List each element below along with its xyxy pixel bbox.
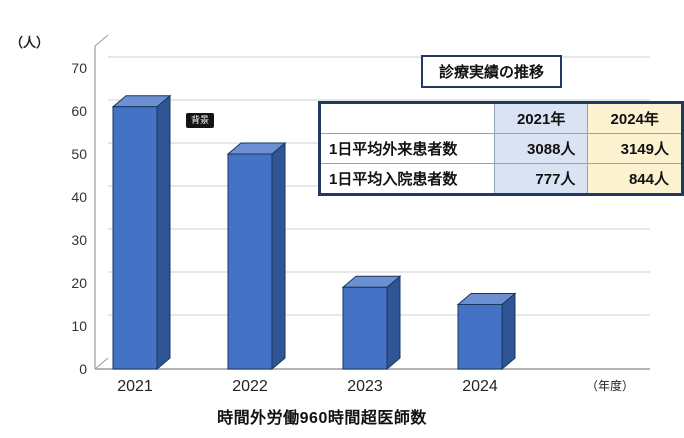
header-empty-cell	[319, 102, 495, 134]
y-tick-label-10: 10	[71, 318, 87, 334]
inpatients-2021: 777人	[493, 163, 589, 195]
bar-2021	[112, 106, 158, 370]
wall-top-edge	[94, 34, 109, 47]
row-label-outpatients: 1日平均外来患者数	[319, 133, 495, 164]
bar-side-2024	[501, 292, 516, 371]
bar-side-2021	[156, 94, 171, 371]
y-tick-label-20: 20	[71, 275, 87, 291]
y-axis-unit-label: （人）	[10, 35, 50, 50]
x-tick-label-2023: 2023	[347, 378, 383, 395]
bar-2024	[457, 304, 503, 370]
outpatients-2024: 3149人	[587, 133, 683, 164]
x-tick-label-2021: 2021	[117, 378, 153, 395]
inpatients-2024: 844人	[587, 163, 683, 195]
y-tick-label-50: 50	[71, 146, 87, 162]
y-tick-label-30: 30	[71, 232, 87, 248]
y-tick-label-40: 40	[71, 189, 87, 205]
y-tick-label-70: 70	[71, 60, 87, 76]
bar-2023	[342, 286, 388, 370]
x-axis-unit-label: （年度）	[586, 379, 635, 393]
outpatients-2021: 3088人	[493, 133, 589, 164]
layer-name-badge: 背景	[186, 113, 215, 128]
row-label-inpatients: 1日平均入院患者数	[319, 163, 495, 195]
header-2024: 2024年	[587, 102, 683, 134]
table-header-row: 2021年 2024年	[319, 102, 683, 134]
x-tick-label-2022: 2022	[232, 378, 268, 395]
y-tick-label-60: 60	[71, 103, 87, 119]
x-tick-label-2024: 2024	[462, 378, 498, 395]
y-tick-label-0: 0	[79, 361, 87, 377]
bar-side-2023	[386, 275, 401, 371]
table-row: 1日平均外来患者数 3088人 3149人	[319, 133, 683, 164]
clinical-stats-table: 2021年 2024年 1日平均外来患者数 3088人 3149人 1日平均入院…	[318, 101, 684, 196]
bar-2022	[227, 153, 273, 370]
chart-title: 時間外労働960時間超医師数	[217, 410, 427, 427]
bar-side-2022	[271, 141, 286, 371]
floor-left-edge	[94, 357, 109, 370]
table-title: 診療実績の推移	[421, 55, 563, 88]
table-row: 1日平均入院患者数 777人 844人	[319, 163, 683, 195]
header-2021: 2021年	[493, 102, 589, 134]
